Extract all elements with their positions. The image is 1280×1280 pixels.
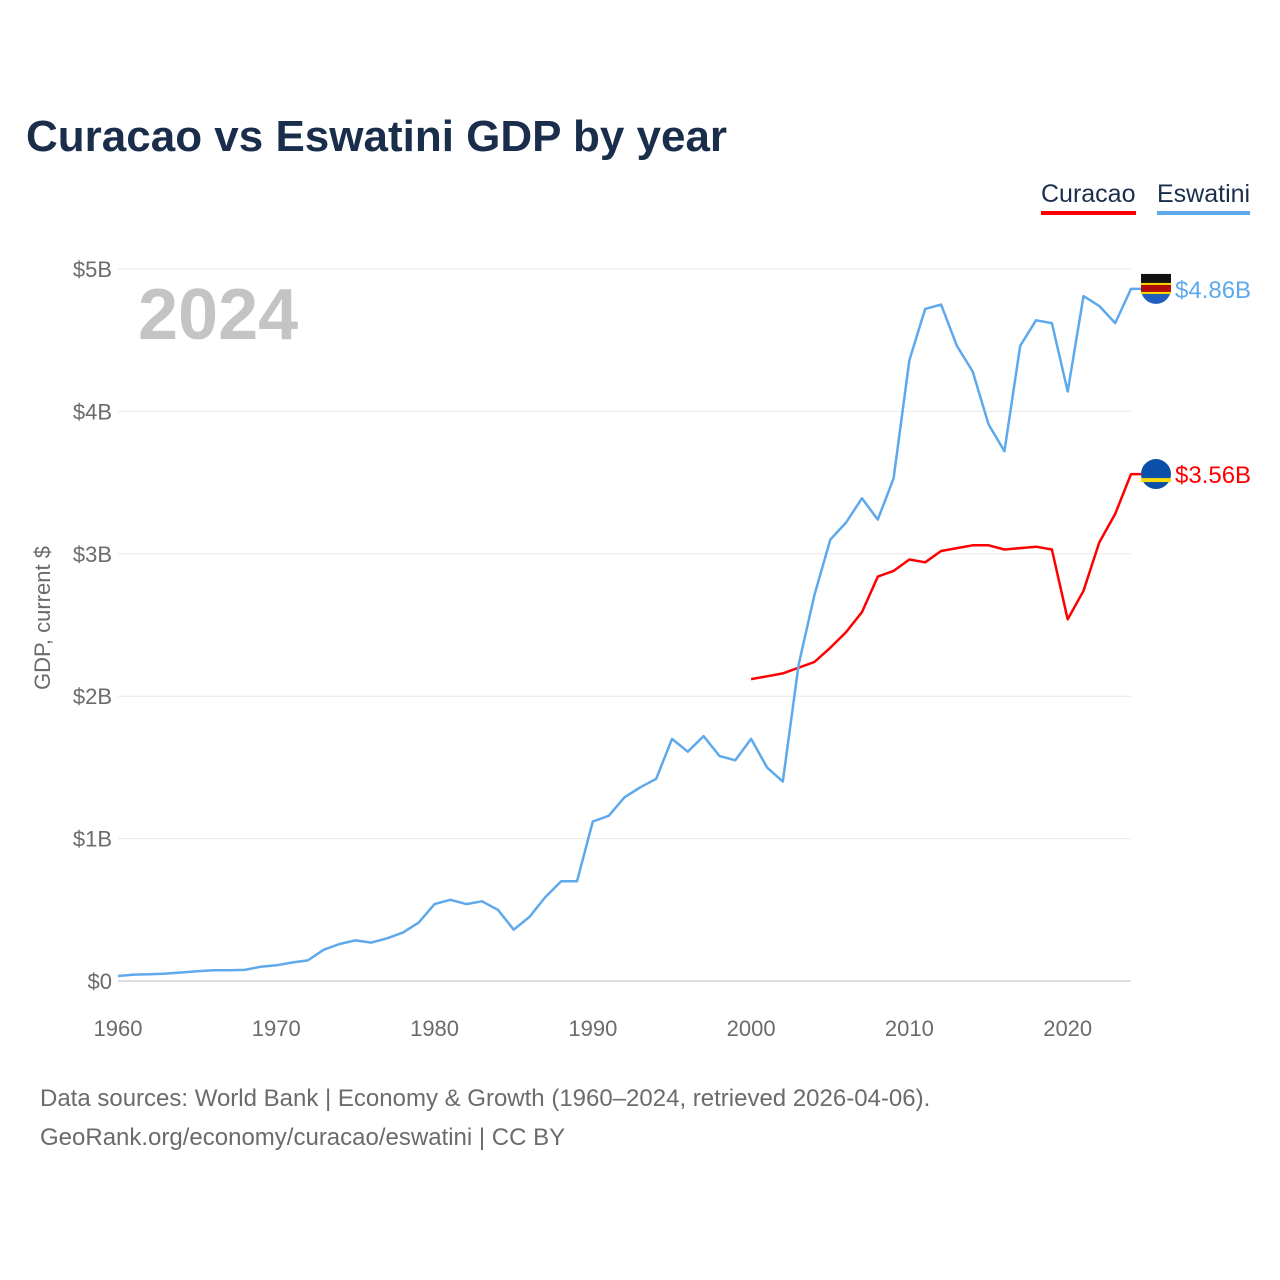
flag-stripe	[1141, 478, 1171, 483]
y-tick-label: $1B	[73, 827, 112, 852]
flag-stripe	[1141, 273, 1171, 284]
x-tick-label: 1980	[410, 1016, 459, 1041]
flag-stripe	[1141, 291, 1171, 294]
x-tick-label: 2000	[727, 1016, 776, 1041]
year-watermark: 2024	[138, 275, 298, 355]
x-tick-label: 1960	[94, 1016, 143, 1041]
chart-title: Curacao vs Eswatini GDP by year	[26, 112, 728, 161]
flag-icon-curacao	[1141, 459, 1171, 490]
flag-stripe	[1141, 282, 1171, 293]
source-line: Data sources: World Bank | Economy & Gro…	[40, 1085, 931, 1112]
y-tick-label: $5B	[73, 257, 112, 282]
y-tick-label: $2B	[73, 684, 112, 709]
x-tick-label: 2020	[1043, 1016, 1092, 1041]
y-axis-label: GDP, current $	[30, 546, 55, 690]
flag-stripe	[1141, 282, 1171, 285]
series-line-curacao	[750, 472, 1141, 681]
end-value-label: $3.56B	[1175, 462, 1251, 489]
y-tick-label: $3B	[73, 542, 112, 567]
legend-curacao[interactable]: Curacao	[1041, 180, 1136, 215]
end-value-label: $4.86B	[1175, 277, 1251, 304]
x-tick-label: 1970	[252, 1016, 301, 1041]
y-tick-label: $4B	[73, 399, 112, 424]
source-link[interactable]: GeoRank.org/economy/curacao/eswatini | C…	[40, 1124, 566, 1151]
x-tick-label: 1990	[568, 1016, 617, 1041]
y-tick-label: $0	[88, 969, 112, 994]
legend-eswatini[interactable]: Eswatini	[1157, 180, 1251, 215]
x-tick-label: 2010	[885, 1016, 934, 1041]
series-line-eswatini	[117, 287, 1141, 978]
